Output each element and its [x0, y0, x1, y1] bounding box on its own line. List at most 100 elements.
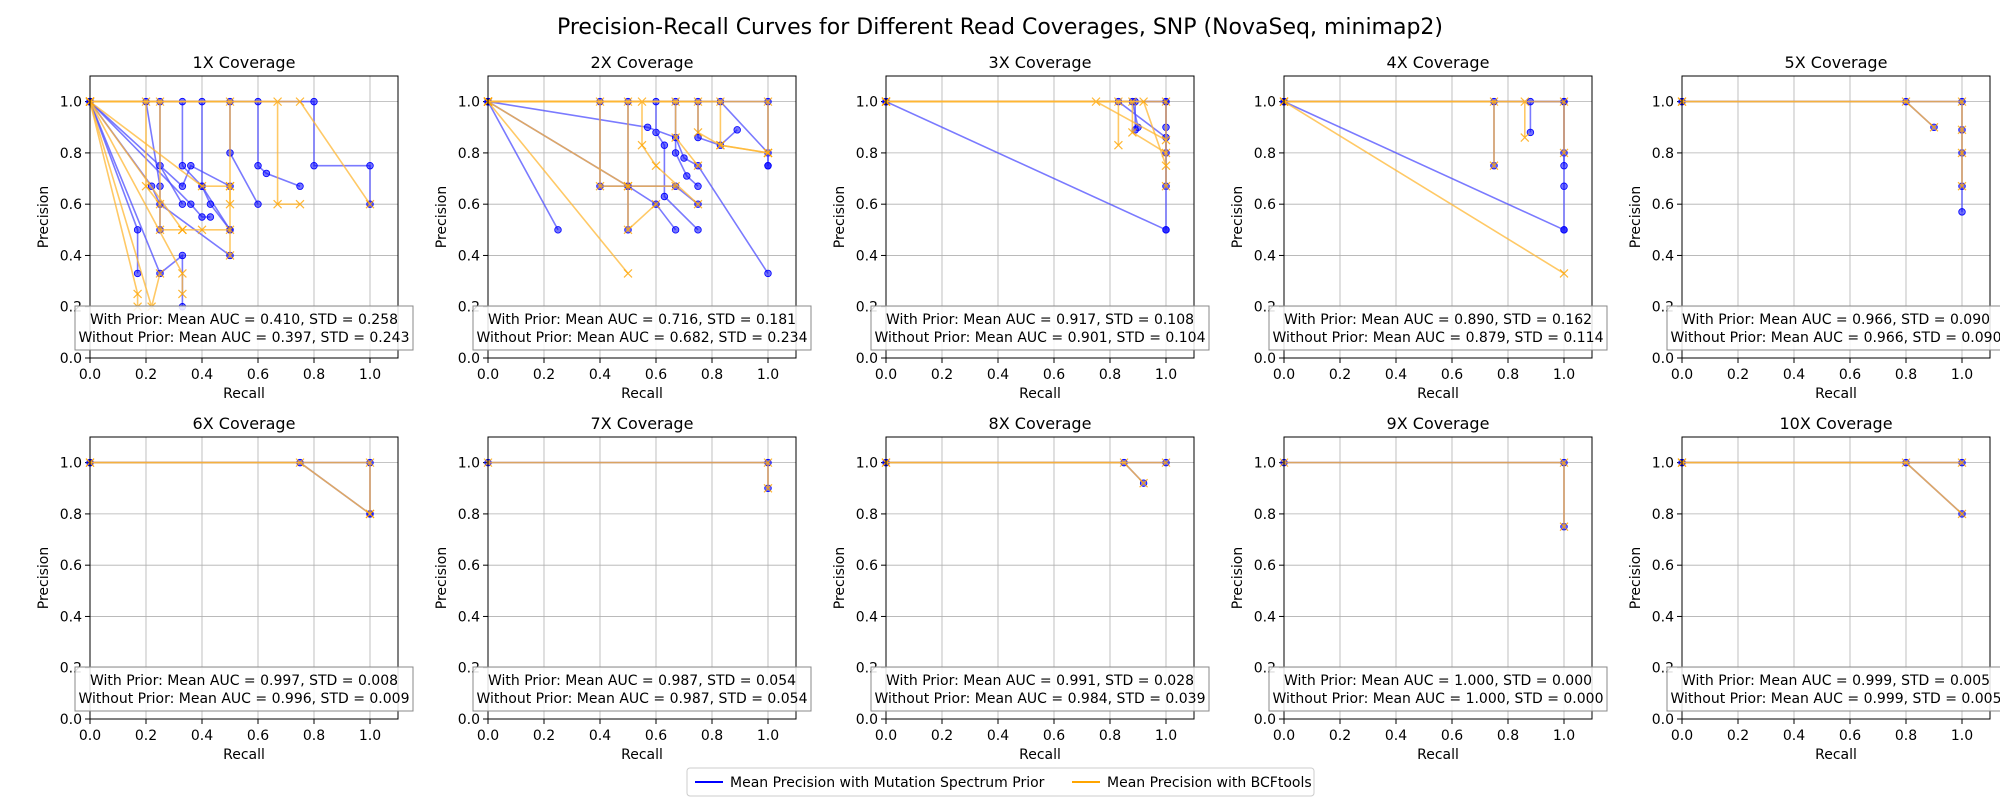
y-tick-label: 0.8 — [60, 146, 82, 162]
bcftools-point — [763, 483, 773, 493]
y-tick-label: 0.0 — [1254, 712, 1276, 728]
auc-with-prior-text: With Prior: Mean AUC = 0.890, STD = 0.16… — [1284, 312, 1592, 328]
y-axis-label: Precision — [434, 186, 450, 248]
prior-point — [1560, 226, 1568, 234]
auc-without-prior-text: Without Prior: Mean AUC = 0.999, STD = 0… — [1671, 691, 2000, 707]
legend-label-bcftools: Mean Precision with BCFtools — [1107, 775, 1312, 791]
bcftools-point — [1489, 161, 1499, 171]
y-axis-label: Precision — [36, 186, 52, 248]
figure-title: Precision-Recall Curves for Different Re… — [557, 15, 1443, 40]
auc-annotation-box — [472, 666, 812, 712]
prior-point — [178, 251, 187, 260]
x-tick-label: 0.4 — [589, 728, 611, 744]
bcftools-point — [637, 140, 647, 150]
y-tick-label: 0.4 — [1652, 609, 1674, 625]
bcftools-point — [1161, 97, 1171, 107]
auc-with-prior-text: With Prior: Mean AUC = 0.410, STD = 0.25… — [90, 312, 398, 328]
y-tick-label: 0.6 — [1652, 558, 1674, 574]
bcftools-point — [197, 225, 207, 235]
bcftools-curve-line — [487, 101, 629, 274]
auc-without-prior-text: Without Prior: Mean AUC = 0.996, STD = 0… — [79, 691, 410, 707]
x-axis-label: Recall — [621, 747, 663, 763]
prior-curve-line — [885, 100, 1167, 231]
auc-without-prior-text: Without Prior: Mean AUC = 0.879, STD = 0… — [1273, 330, 1604, 346]
y-tick-label: 0.0 — [458, 712, 480, 728]
auc-annotation-box — [74, 305, 414, 351]
bcftools-point — [1161, 161, 1171, 171]
bcftools-point — [693, 127, 703, 137]
x-tick-label: 0.4 — [987, 367, 1009, 383]
x-tick-label: 0.4 — [1385, 728, 1407, 744]
y-tick-label: 0.4 — [1652, 248, 1674, 264]
x-tick-label: 0.2 — [1329, 728, 1351, 744]
prior-point — [1162, 226, 1170, 234]
auc-annotation: With Prior: Mean AUC = 0.987, STD = 0.05… — [472, 666, 812, 712]
y-tick-label: 1.0 — [856, 95, 878, 111]
x-tick-label: 0.6 — [645, 367, 667, 383]
bcftools-point — [1559, 268, 1569, 278]
bcftools-point — [1113, 140, 1123, 150]
bcftools-curve-line — [89, 101, 230, 231]
y-tick-label: 0.6 — [1254, 558, 1276, 574]
x-tick-label: 0.0 — [875, 728, 897, 744]
bcftools-point — [1559, 97, 1569, 107]
bcftools-point — [225, 199, 235, 209]
auc-annotation: With Prior: Mean AUC = 0.966, STD = 0.09… — [1666, 305, 2000, 351]
x-tick-label: 0.2 — [533, 728, 555, 744]
y-axis-label: Precision — [1628, 547, 1644, 609]
prior-point — [660, 141, 669, 149]
x-tick-label: 0.2 — [931, 728, 953, 744]
bcftools-point — [693, 199, 703, 209]
subplot-title: 4X Coverage — [1387, 53, 1490, 72]
x-axis-label: Recall — [1417, 386, 1459, 402]
x-tick-label: 0.2 — [1727, 367, 1749, 383]
bcftools-point — [1161, 181, 1171, 191]
y-tick-label: 0.6 — [60, 197, 82, 213]
subplot-title: 10X Coverage — [1779, 414, 1892, 433]
prior-point — [310, 97, 318, 106]
prior-point — [680, 154, 688, 162]
bcftools-point — [225, 181, 235, 191]
y-tick-label: 0.8 — [1652, 507, 1674, 523]
y-tick-label: 1.0 — [1652, 95, 1674, 111]
bcftools-point — [1957, 148, 1967, 158]
y-axis-label: Precision — [832, 186, 848, 248]
bcftools-point — [623, 268, 633, 278]
x-tick-label: 0.6 — [1043, 728, 1065, 744]
auc-without-prior-text: Without Prior: Mean AUC = 0.984, STD = 0… — [875, 691, 1206, 707]
y-tick-label: 0.8 — [1652, 146, 1674, 162]
x-tick-label: 0.6 — [247, 728, 269, 744]
y-tick-label: 0.0 — [1652, 351, 1674, 367]
x-tick-label: 0.8 — [701, 367, 723, 383]
x-tick-label: 0.4 — [1783, 367, 1805, 383]
subplot-4: 0.00.00.20.20.40.40.60.60.80.81.01.0With… — [1230, 53, 1608, 402]
subplot-title: 9X Coverage — [1387, 414, 1490, 433]
y-tick-label: 1.0 — [60, 95, 82, 111]
auc-annotation-box — [74, 666, 414, 712]
bcftools-point — [1559, 458, 1569, 468]
auc-annotation: With Prior: Mean AUC = 1.000, STD = 0.00… — [1268, 666, 1608, 712]
axes-frame — [1681, 436, 1991, 720]
y-tick-label: 0.0 — [856, 712, 878, 728]
y-tick-label: 1.0 — [856, 456, 878, 472]
x-tick-label: 0.4 — [191, 728, 213, 744]
x-tick-label: 0.2 — [931, 367, 953, 383]
y-tick-label: 1.0 — [1254, 456, 1276, 472]
subplot-title: 6X Coverage — [193, 414, 296, 433]
subplot-10: 0.00.00.20.20.40.40.60.60.80.81.01.0With… — [1628, 414, 2000, 763]
bcftools-point — [1139, 478, 1149, 488]
axes-frame — [1681, 75, 1991, 359]
x-tick-label: 0.2 — [1329, 367, 1351, 383]
x-tick-label: 0.8 — [1497, 367, 1519, 383]
y-tick-label: 0.4 — [856, 248, 878, 264]
y-tick-label: 0.6 — [856, 197, 878, 213]
y-tick-label: 0.6 — [1254, 197, 1276, 213]
axes-frame — [487, 436, 797, 720]
bcftools-point — [225, 225, 235, 235]
axes-frame — [89, 436, 399, 720]
prior-point — [198, 213, 206, 221]
auc-annotation-box — [1666, 305, 2000, 351]
bcftools-point — [1929, 122, 1939, 132]
subplot-title: 3X Coverage — [989, 53, 1092, 72]
auc-annotation: With Prior: Mean AUC = 0.917, STD = 0.10… — [870, 305, 1210, 351]
